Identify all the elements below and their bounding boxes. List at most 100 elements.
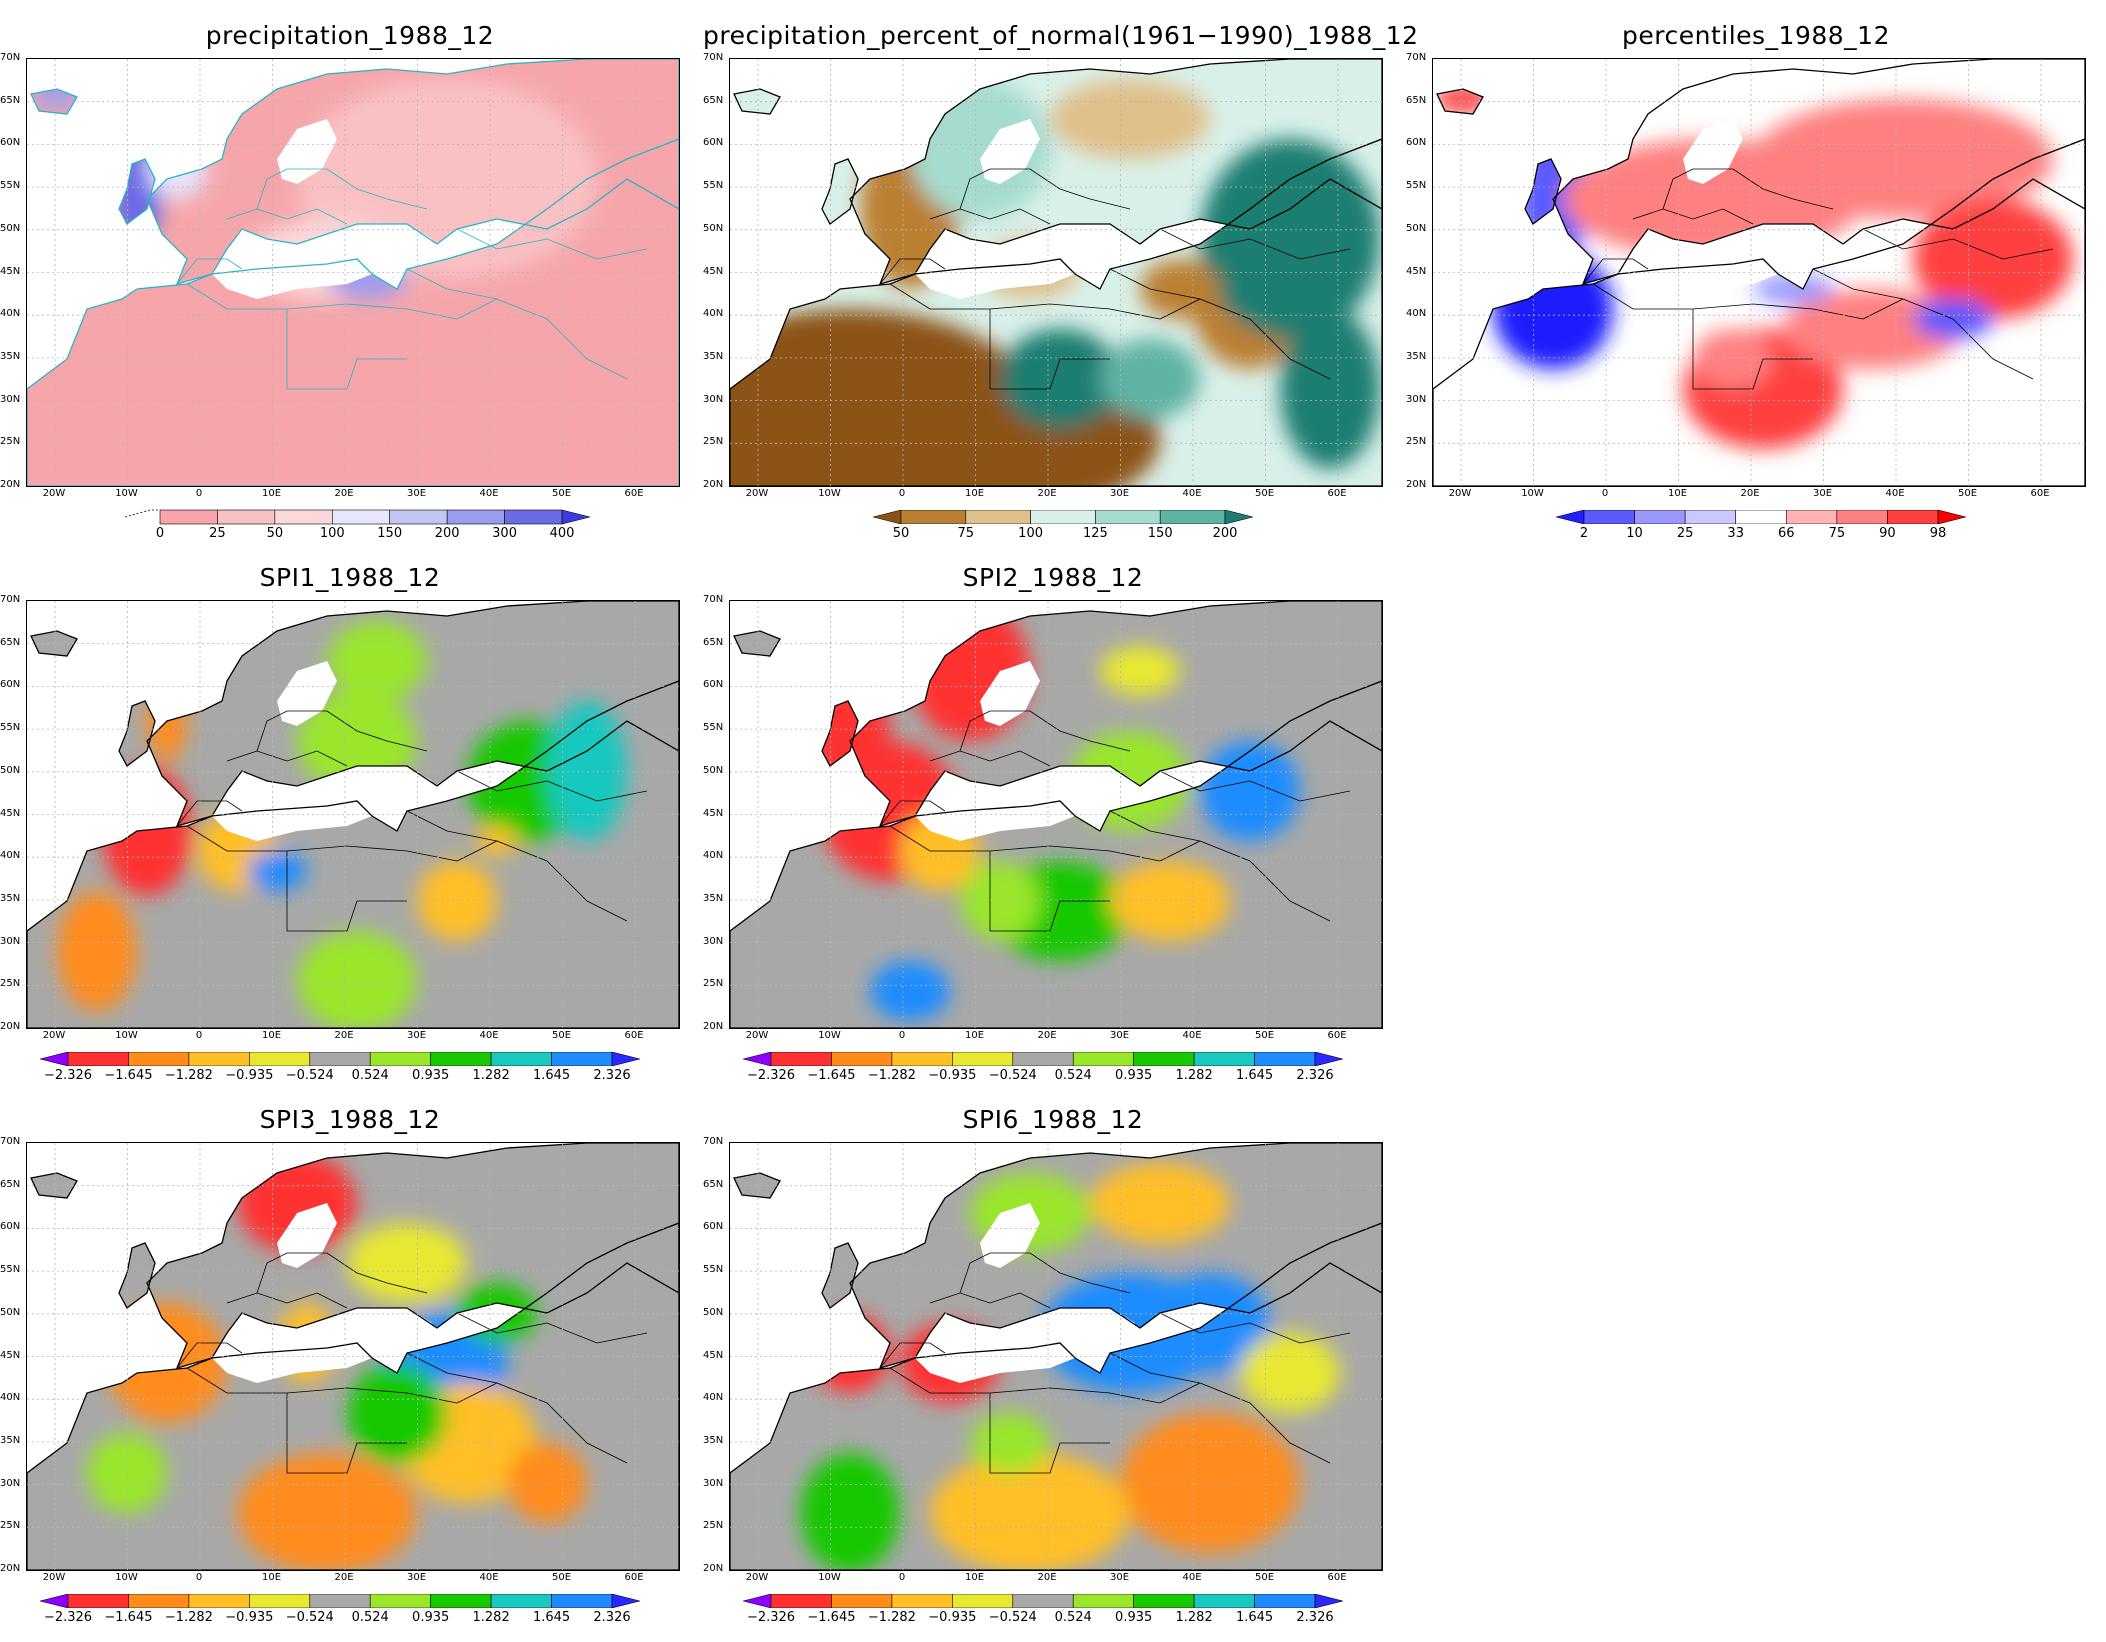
colorbar-label: −0.935 xyxy=(225,1610,274,1625)
lat-label: 35N xyxy=(0,350,21,362)
colorbar-label: 1.282 xyxy=(1175,1610,1213,1625)
lon-label: 10W xyxy=(818,1572,841,1583)
colorbar-swatch xyxy=(1684,510,1737,524)
lat-label: 40N xyxy=(0,308,21,320)
data-region xyxy=(1150,1273,1270,1373)
lon-label: 20W xyxy=(745,488,769,499)
data-region xyxy=(800,1453,900,1570)
colorbar-label: 400 xyxy=(549,526,575,541)
data-region xyxy=(1200,139,1380,339)
lon-label: 60E xyxy=(1327,1030,1347,1041)
lat-label: 25N xyxy=(703,1520,724,1532)
colorbar-label: −0.524 xyxy=(285,1068,334,1083)
map-area xyxy=(1432,58,2086,487)
lat-label: 30N xyxy=(703,1477,724,1489)
lat-label: 60N xyxy=(703,137,724,149)
colorbar-swatch xyxy=(1133,1594,1195,1608)
lat-label: 50N xyxy=(0,764,21,776)
colorbar-label: 0 xyxy=(155,526,165,541)
sea-area xyxy=(980,119,1040,184)
lat-label: 20N xyxy=(703,1563,724,1574)
map-panel-spi3: SPI3_1988_12 70N 65N 60N 55N 50N 45N 40N 35N 30N 2… xyxy=(0,1102,700,1642)
lon-label: 50E xyxy=(551,1572,572,1583)
lat-label: 60N xyxy=(0,679,21,691)
lat-label: 35N xyxy=(703,350,724,362)
lat-label: 40N xyxy=(703,850,724,862)
map-area xyxy=(729,58,1383,487)
coastlines-borders xyxy=(730,1143,1382,1570)
lat-label: 60N xyxy=(703,679,724,691)
data-region xyxy=(417,861,497,941)
lat-label: 65N xyxy=(0,636,21,648)
lon-label: 0 xyxy=(898,1030,906,1041)
lat-label: 60N xyxy=(0,137,21,149)
lat-label: 20N xyxy=(1406,479,1427,490)
colorbar-swatch xyxy=(1254,1594,1316,1608)
colorbar-swatch xyxy=(611,1594,640,1608)
colorbar-swatch xyxy=(309,1594,371,1608)
lon-label: 30E xyxy=(406,488,427,499)
lat-label: 30N xyxy=(703,393,724,405)
colorbar-label: 2.326 xyxy=(1296,1610,1334,1625)
colorbar-swatch xyxy=(40,1052,69,1066)
map-panel-precip: precipitation_1988_12 70N 65N 60N 55N 50N 45N 4… xyxy=(0,18,700,558)
colorbar-legend: −2.326 −1.645 −1.282 −0.935 −0.524 0.524 0.935… xyxy=(40,1052,640,1083)
colorbar-swatch xyxy=(831,1594,893,1608)
data-region xyxy=(1240,1333,1340,1413)
lon-label: 10W xyxy=(115,488,138,499)
map-canvas xyxy=(730,1143,1382,1570)
lat-label: 45N xyxy=(0,807,21,819)
colorbar-label: 1.645 xyxy=(1235,1610,1274,1625)
lon-label: 30E xyxy=(1109,1572,1130,1583)
panel-title: SPI1_1988_12 xyxy=(259,563,441,592)
data-region xyxy=(347,1363,447,1463)
lon-label: 20E xyxy=(334,1030,354,1041)
colorbar-swatch xyxy=(249,1052,311,1066)
lon-label: 20E xyxy=(334,488,354,499)
sea-area xyxy=(915,1343,1075,1383)
lat-label: 25N xyxy=(1406,436,1427,448)
colorbar-swatch xyxy=(1030,510,1096,524)
lat-label: 40N xyxy=(0,1392,21,1404)
lon-label: 20E xyxy=(334,1572,354,1583)
colorbar-label: 2 xyxy=(1579,526,1589,541)
colorbar-label: −0.935 xyxy=(928,1610,977,1625)
colorbar-label: −1.645 xyxy=(807,1610,856,1625)
lat-label: 60N xyxy=(703,1221,724,1233)
lat-label: 35N xyxy=(703,892,724,904)
lon-label: 20E xyxy=(1037,1030,1057,1041)
colorbar-swatch xyxy=(369,1594,431,1608)
lat-label: 20N xyxy=(0,479,21,490)
lon-label: 10E xyxy=(964,488,985,499)
map-canvas xyxy=(730,601,1382,1028)
lat-label: 50N xyxy=(0,1306,21,1318)
lon-label: 50E xyxy=(1254,1030,1275,1041)
lat-label: 30N xyxy=(1406,393,1427,405)
map-panel-spi6: SPI6_1988_12 70N 65N 60N 55N 50N 45N 40N 35N 30N 2… xyxy=(703,1102,1403,1642)
coastlines-borders xyxy=(27,601,679,1028)
lat-label: 65N xyxy=(1406,94,1427,106)
lat-label: 35N xyxy=(0,892,21,904)
data-region xyxy=(1783,289,1963,369)
colorbar-swatch xyxy=(331,509,391,525)
lon-label: 0 xyxy=(1601,488,1609,499)
colorbar-label: 2.326 xyxy=(593,1610,631,1625)
lon-label: 60E xyxy=(1327,1572,1347,1583)
lon-label: 50E xyxy=(1254,488,1275,499)
colorbar-label: 75 xyxy=(1828,526,1846,541)
data-region xyxy=(547,701,627,841)
colorbar-label: 98 xyxy=(1929,526,1947,541)
colorbar-swatch xyxy=(1133,1052,1195,1066)
data-region xyxy=(1140,259,1220,319)
lon-label: 30E xyxy=(1812,488,1833,499)
data-region xyxy=(1693,329,1773,389)
panel-title: percentiles_1988_12 xyxy=(1622,21,1890,50)
colorbar-label: −0.524 xyxy=(988,1068,1037,1083)
lat-label: 50N xyxy=(703,1306,724,1318)
coastlines-borders xyxy=(27,1143,679,1570)
colorbar-label: 2.326 xyxy=(1296,1068,1334,1083)
data-region xyxy=(237,1453,417,1570)
sea-area xyxy=(212,1343,372,1383)
colorbar-swatch xyxy=(1224,510,1253,524)
lon-label: 40E xyxy=(479,488,499,499)
